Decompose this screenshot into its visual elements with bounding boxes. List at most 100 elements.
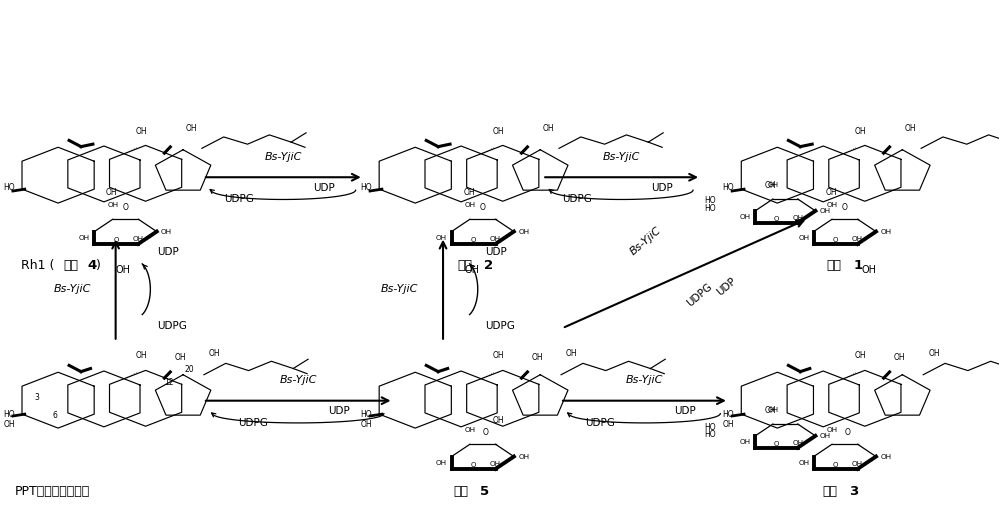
Text: 4: 4 (88, 258, 97, 271)
Text: HO: HO (722, 183, 734, 192)
Text: HO: HO (704, 423, 716, 432)
Text: 产物: 产物 (63, 258, 78, 271)
Text: UDPG: UDPG (239, 418, 268, 428)
Text: OH: OH (825, 188, 837, 197)
Text: OH: OH (826, 202, 838, 209)
Text: OH: OH (116, 265, 131, 275)
Text: OH: OH (174, 353, 186, 362)
Text: Bs-YjiC: Bs-YjiC (603, 152, 640, 162)
Text: Bs-YjiC: Bs-YjiC (53, 284, 91, 294)
Text: OH: OH (161, 229, 172, 235)
Text: OH: OH (765, 406, 776, 415)
Text: Bs-YjiC: Bs-YjiC (626, 375, 663, 385)
Text: UDP: UDP (313, 183, 335, 192)
Text: OH: OH (463, 188, 475, 197)
Text: OH: OH (798, 460, 809, 466)
Text: O: O (833, 237, 838, 243)
Text: OH: OH (852, 461, 863, 466)
Text: O: O (833, 462, 838, 467)
Text: OH: OH (820, 433, 831, 439)
Text: HO: HO (3, 410, 15, 419)
Text: O: O (123, 203, 128, 212)
Text: OH: OH (136, 127, 147, 136)
Text: OH: OH (855, 351, 867, 360)
Text: UDP: UDP (485, 247, 506, 257)
Text: OH: OH (905, 124, 916, 133)
Text: O: O (774, 441, 779, 447)
Text: OH: OH (106, 188, 118, 197)
Text: 6: 6 (52, 411, 57, 420)
Text: UDP: UDP (157, 247, 179, 257)
Text: OH: OH (928, 349, 940, 358)
Text: UDP: UDP (715, 276, 738, 298)
Text: 5: 5 (480, 485, 489, 498)
Text: UDP: UDP (328, 406, 350, 416)
Text: Bs-YjiC: Bs-YjiC (628, 225, 663, 257)
Text: Bs-YjiC: Bs-YjiC (279, 375, 317, 385)
Text: OH: OH (518, 453, 529, 460)
Text: OH: OH (792, 440, 803, 446)
Text: UDP: UDP (674, 406, 696, 416)
Text: OH: OH (133, 236, 144, 242)
Text: OH: OH (518, 229, 529, 235)
Text: OH: OH (532, 353, 543, 362)
Text: OH: OH (436, 236, 447, 241)
Text: OH: OH (740, 214, 751, 220)
Text: HO: HO (360, 410, 372, 419)
Text: OH: OH (765, 181, 776, 190)
Text: HO: HO (704, 196, 716, 205)
Text: OH: OH (490, 236, 501, 242)
Text: O: O (483, 428, 489, 437)
Text: OH: OH (136, 351, 147, 360)
Text: OH: OH (855, 127, 867, 136)
Text: OH: OH (465, 265, 480, 275)
Text: ): ) (96, 258, 101, 271)
Text: UDPG: UDPG (485, 321, 515, 331)
Text: OH: OH (767, 183, 778, 188)
Text: OH: OH (79, 236, 90, 241)
Text: 3: 3 (34, 393, 39, 401)
Text: UDPG: UDPG (585, 418, 615, 428)
Text: OH: OH (464, 427, 475, 433)
Text: OH: OH (493, 127, 504, 136)
Text: 产物: 产物 (822, 485, 837, 498)
Text: OH: OH (209, 349, 221, 358)
Text: OH: OH (722, 420, 734, 429)
Text: HO: HO (704, 431, 716, 439)
Text: 12: 12 (165, 378, 174, 387)
Text: Bs-YjiC: Bs-YjiC (381, 284, 418, 294)
Text: Rh1 (: Rh1 ( (21, 258, 55, 271)
Text: OH: OH (493, 351, 504, 360)
Text: HO: HO (360, 183, 372, 192)
Text: OH: OH (107, 202, 118, 209)
Text: OH: OH (820, 208, 831, 214)
Text: O: O (842, 203, 848, 212)
Text: OH: OH (798, 236, 809, 241)
Text: 产物: 产物 (457, 258, 472, 271)
Text: OH: OH (566, 349, 578, 358)
Text: OH: OH (740, 439, 751, 446)
Text: OH: OH (490, 461, 501, 466)
Text: OH: OH (767, 408, 778, 413)
Text: UDPG: UDPG (157, 321, 187, 331)
Text: OH: OH (464, 202, 475, 209)
Text: HO: HO (3, 183, 15, 192)
Text: 3: 3 (849, 485, 858, 498)
Text: OH: OH (826, 427, 838, 433)
Text: O: O (480, 203, 486, 212)
Text: OH: OH (436, 460, 447, 466)
Text: O: O (114, 237, 119, 243)
Text: PPT（原人参三醇）: PPT（原人参三醇） (14, 485, 90, 498)
Text: O: O (471, 462, 476, 467)
Text: HO: HO (704, 204, 716, 213)
Text: 产物: 产物 (453, 485, 468, 498)
Text: OH: OH (792, 215, 803, 221)
Text: 产物: 产物 (826, 258, 841, 271)
Text: UDPG: UDPG (685, 281, 714, 308)
Text: UDPG: UDPG (224, 194, 254, 204)
Text: OH: OH (493, 416, 504, 425)
Text: OH: OH (862, 265, 877, 275)
Text: UDPG: UDPG (562, 194, 592, 204)
Text: O: O (774, 216, 779, 222)
Text: OH: OH (3, 420, 15, 429)
